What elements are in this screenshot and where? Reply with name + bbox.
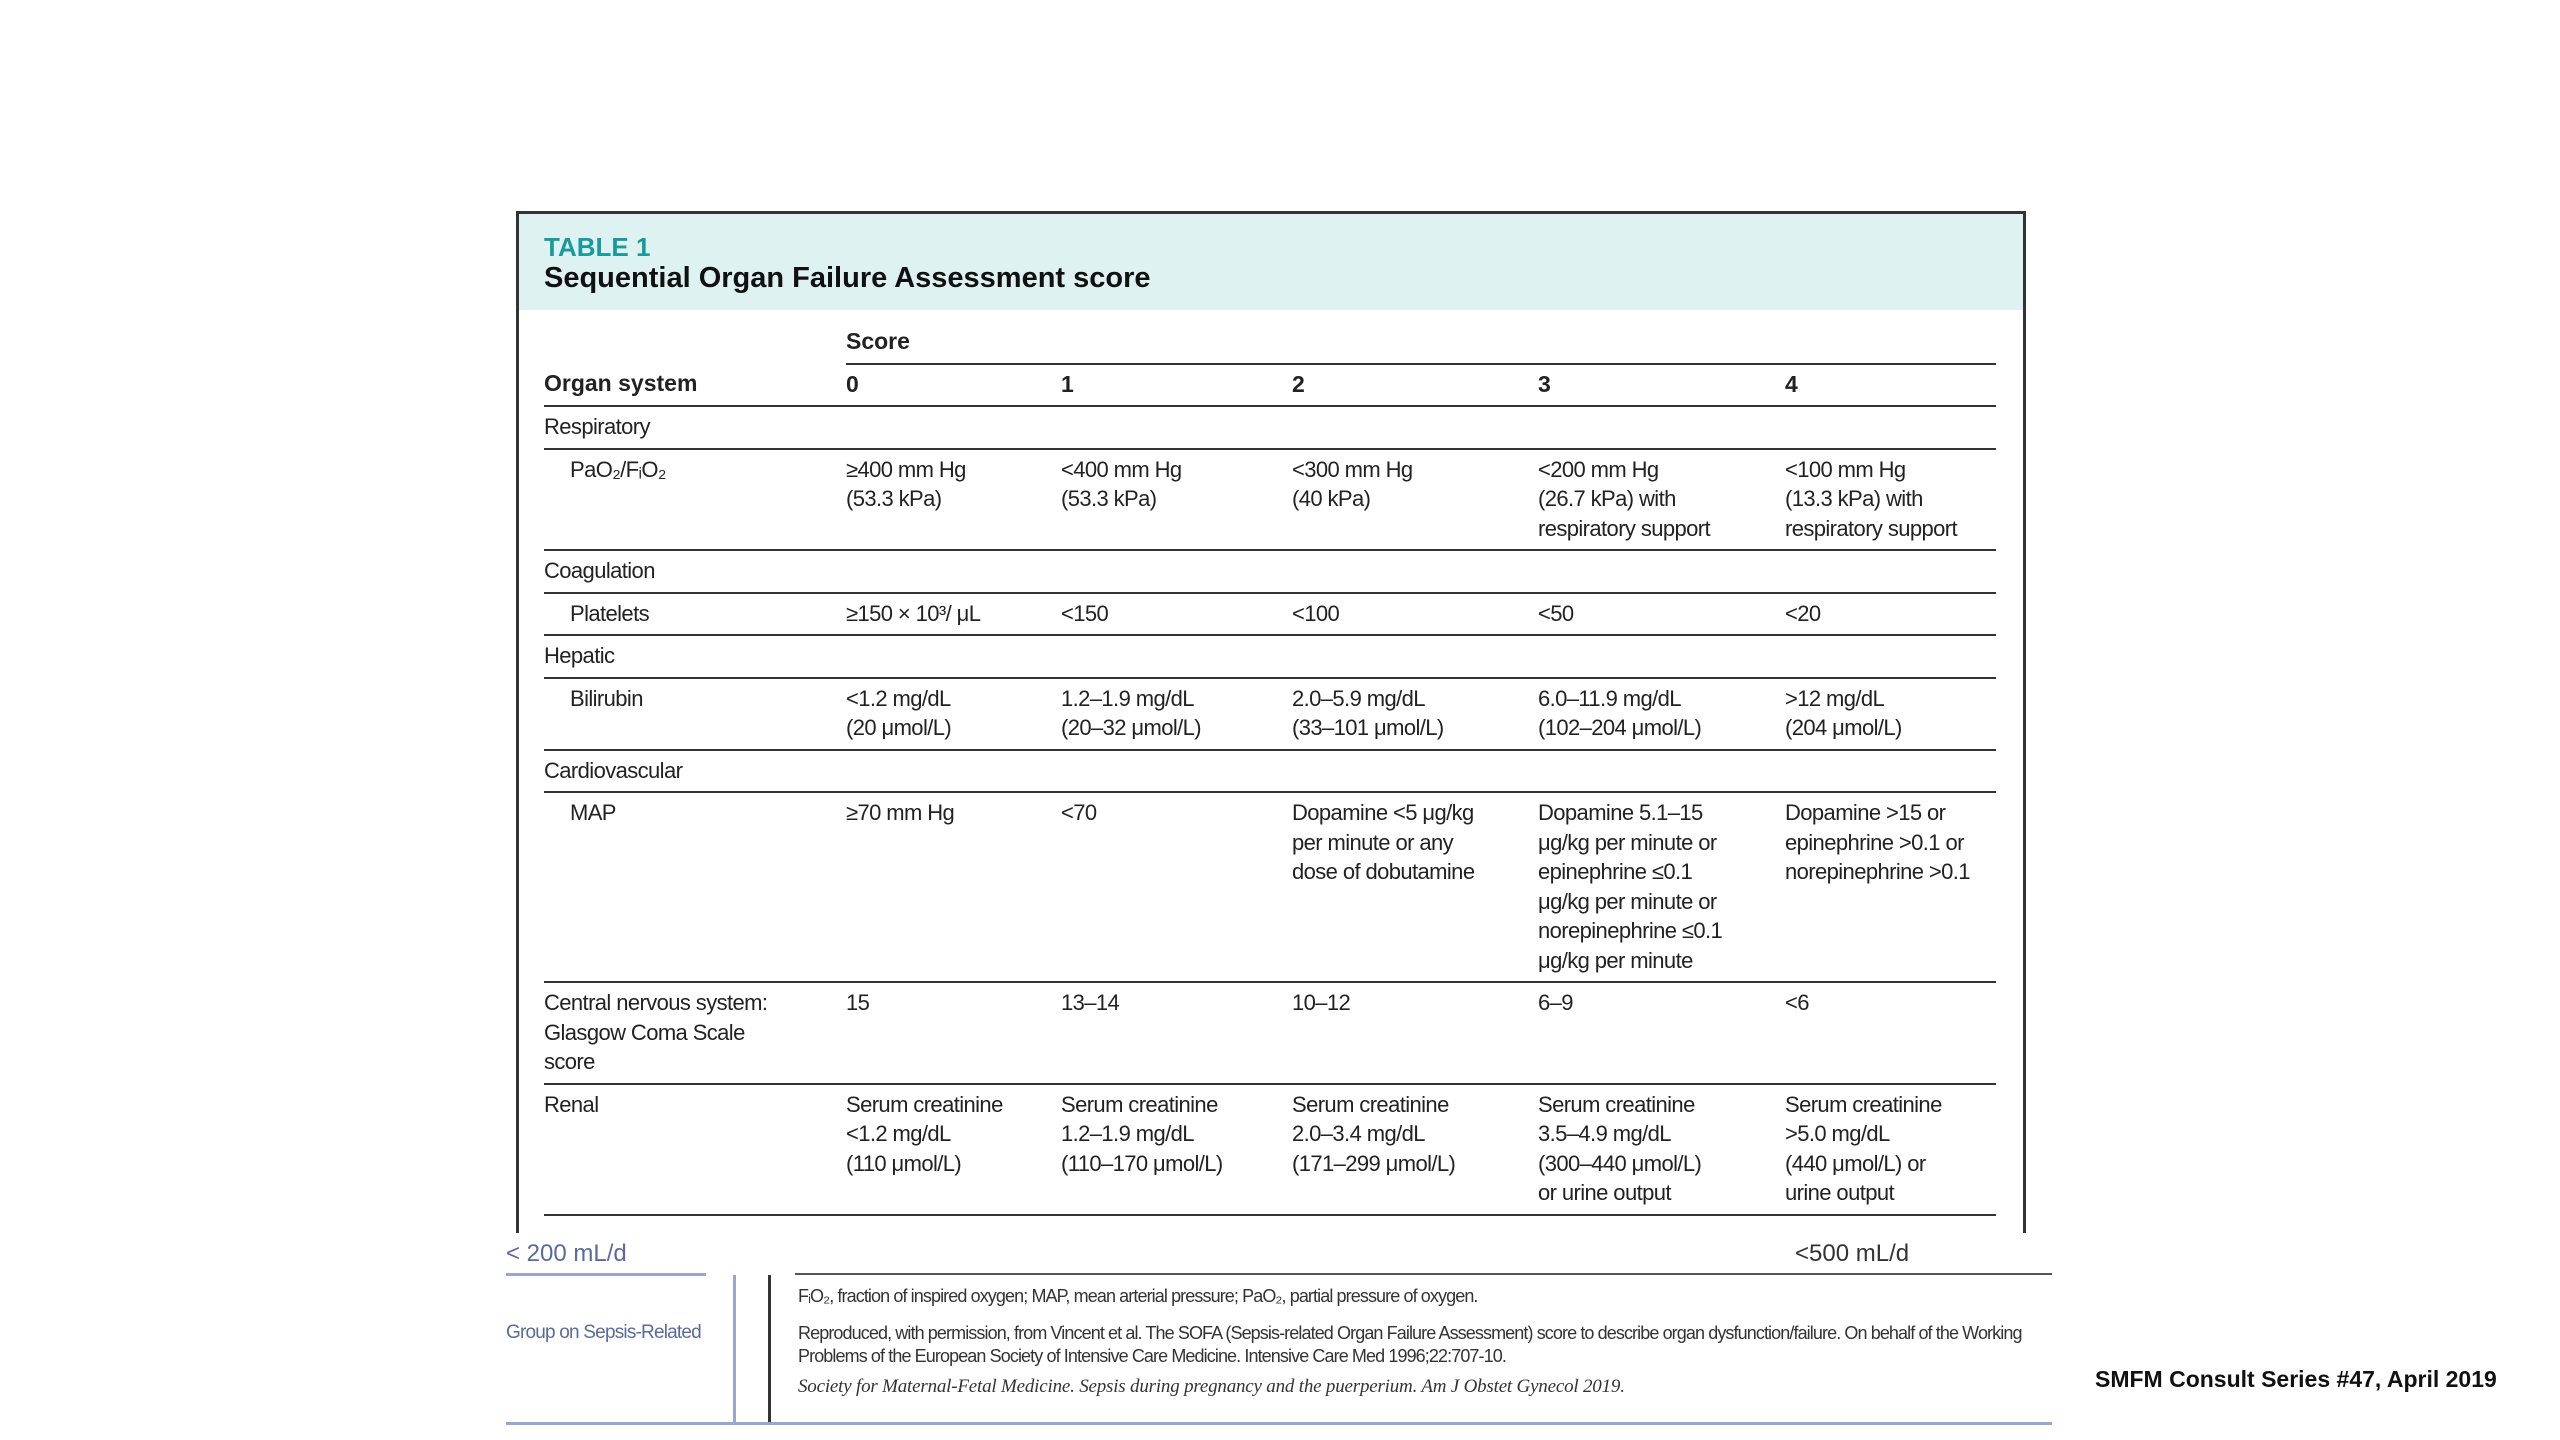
fragment-text: Group on Sepsis-Related (506, 1322, 702, 1343)
slide-caption: SMFM Consult Series #47, April 2019 (2095, 1366, 2497, 1392)
sofa-table: Score Organ system 0 1 2 3 4 Respiratory PaO₂/Fᵢ… (544, 322, 1997, 1216)
score-cell: Serum creatinine 1.2–1.9 mg/dL (110–170 … (1061, 1083, 1292, 1216)
score-cell: ≥70 mm Hg (846, 792, 1061, 983)
score-cell: <1.2 mg/dL (20 μmol/L) (846, 677, 1061, 751)
section-label: Cardiovascular (544, 749, 1997, 793)
score-cell: <20 (1785, 592, 1997, 636)
score-header: Score (846, 322, 1997, 365)
row-label: Central nervous system: Glasgow Coma Sca… (544, 982, 846, 1085)
score-cell: Serum creatinine <1.2 mg/dL (110 μmol/L) (846, 1083, 1061, 1216)
cell (544, 322, 846, 364)
table-title: Sequential Organ Failure Assessment scor… (544, 262, 1151, 294)
column-header: 4 (1785, 363, 1997, 407)
fragment-text: < 200 mL/d (506, 1240, 627, 1267)
data-row: Bilirubin <1.2 mg/dL (20 μmol/L) 1.2–1.9 m… (544, 677, 1997, 751)
footnote: Reproduced, with permission, from Vincen… (798, 1323, 2022, 1343)
column-header: 2 (1292, 363, 1538, 407)
column-header: 1 (1061, 363, 1292, 407)
data-row: MAP ≥70 mm Hg <70 Dopamine <5 μg/kg per min… (544, 792, 1997, 983)
score-cell: 1.2–1.9 mg/dL (20–32 μmol/L) (1061, 677, 1292, 751)
footnote-rule (795, 1273, 2052, 1275)
section-label: Hepatic (544, 635, 1997, 679)
score-cell: Serum creatinine 3.5–4.9 mg/dL (300–440 … (1538, 1083, 1785, 1216)
fragment-rule (506, 1273, 706, 1276)
score-cell: Dopamine 5.1–15 μg/kg per minute or epin… (1538, 792, 1785, 983)
score-cell: <400 mm Hg (53.3 kPa) (1061, 448, 1292, 551)
score-cell: <100 (1292, 592, 1538, 636)
header-row: Score (544, 322, 1997, 365)
score-cell: <50 (1538, 592, 1785, 636)
score-cell: <70 (1061, 792, 1292, 983)
score-cell: 2.0–5.9 mg/dL (33–101 μmol/L) (1292, 677, 1538, 751)
table-label: TABLE 1 (544, 232, 651, 262)
footnote-rule (768, 1275, 771, 1425)
score-cell: Serum creatinine 2.0–3.4 mg/dL (171–299 … (1292, 1083, 1538, 1216)
score-cell: <150 (1061, 592, 1292, 636)
footnote: FᵢO₂, fraction of inspired oxygen; MAP, … (798, 1286, 1478, 1306)
score-cell: >12 mg/dL (204 μmol/L) (1785, 677, 1997, 751)
fragment-text: <500 mL/d (1795, 1240, 1910, 1267)
data-row: Central nervous system: Glasgow Coma Sca… (544, 982, 1997, 1085)
section-row: Cardiovascular (544, 749, 1997, 793)
score-cell: ≥150 × 10³/ μL (846, 592, 1061, 636)
footnote: Society for Maternal-Fetal Medicine. Sep… (798, 1376, 1625, 1397)
fragment-rule (733, 1275, 736, 1425)
column-header: 0 (846, 363, 1061, 407)
section-label: Respiratory (544, 406, 1997, 450)
row-label: Bilirubin (544, 677, 846, 751)
row-label: MAP (544, 792, 846, 983)
column-header: 3 (1538, 363, 1785, 407)
score-cell: <6 (1785, 982, 1997, 1085)
table-box: TABLE 1 Sequential Organ Failure Assessm… (516, 211, 2026, 1233)
score-cell: 15 (846, 982, 1061, 1085)
data-row: PaO₂/FᵢO₂ ≥400 mm Hg (53.3 kPa) <400 mm Hg… (544, 448, 1997, 551)
score-cell: 13–14 (1061, 982, 1292, 1085)
score-cell: Dopamine <5 μg/kg per minute or any dose… (1292, 792, 1538, 983)
row-label: PaO₂/FᵢO₂ (544, 448, 846, 551)
row-label: Renal (544, 1083, 846, 1216)
score-cell: <200 mm Hg (26.7 kPa) with respiratory s… (1538, 448, 1785, 551)
section-row: Hepatic (544, 635, 1997, 679)
score-cell: ≥400 mm Hg (53.3 kPa) (846, 448, 1061, 551)
column-header: Organ system (544, 363, 846, 407)
data-row: Renal Serum creatinine <1.2 mg/dL (110 μm… (544, 1083, 1997, 1216)
footnote: Problems of the European Society of Inte… (798, 1346, 1507, 1366)
header-row: Organ system 0 1 2 3 4 (544, 363, 1997, 407)
table-header-band (519, 214, 2023, 310)
score-cell: <100 mm Hg (13.3 kPa) with respiratory s… (1785, 448, 1997, 551)
section-label: Coagulation (544, 550, 1997, 594)
section-row: Respiratory (544, 406, 1997, 450)
score-cell: Dopamine >15 or epinephrine >0.1 or nore… (1785, 792, 1997, 983)
score-cell: 6.0–11.9 mg/dL (102–204 μmol/L) (1538, 677, 1785, 751)
score-cell: <300 mm Hg (40 kPa) (1292, 448, 1538, 551)
row-label: Platelets (544, 592, 846, 636)
footnote-rule (506, 1422, 2052, 1425)
score-cell: 10–12 (1292, 982, 1538, 1085)
score-cell: 6–9 (1538, 982, 1785, 1085)
section-row: Coagulation (544, 550, 1997, 594)
score-cell: Serum creatinine >5.0 mg/dL (440 μmol/L)… (1785, 1083, 1997, 1216)
data-row: Platelets ≥150 × 10³/ μL <150 <100 <50 <20 (544, 592, 1997, 636)
